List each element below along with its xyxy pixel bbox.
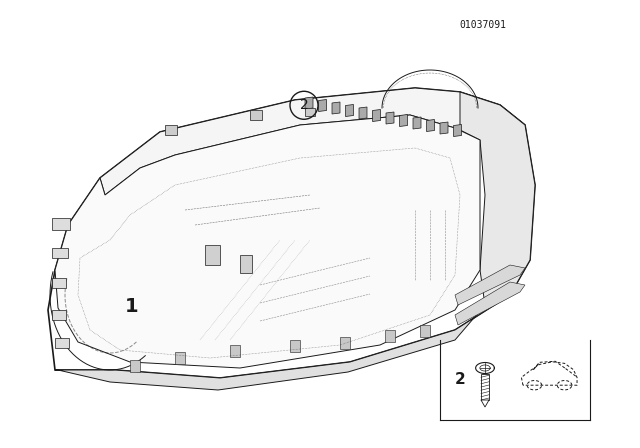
Polygon shape (454, 125, 461, 137)
Polygon shape (290, 340, 300, 352)
Text: 2: 2 (300, 98, 308, 112)
Polygon shape (481, 374, 489, 400)
Polygon shape (240, 255, 252, 273)
Text: 2: 2 (454, 372, 465, 388)
Polygon shape (52, 248, 68, 258)
Text: 1: 1 (124, 297, 138, 316)
Polygon shape (52, 218, 70, 230)
Polygon shape (346, 104, 353, 116)
Polygon shape (130, 360, 140, 372)
Polygon shape (52, 278, 66, 288)
Polygon shape (55, 338, 69, 348)
Polygon shape (55, 115, 480, 368)
Polygon shape (250, 110, 262, 120)
Polygon shape (399, 115, 408, 126)
Polygon shape (165, 125, 177, 135)
Polygon shape (413, 117, 421, 129)
Polygon shape (319, 99, 326, 112)
Polygon shape (305, 97, 313, 109)
Polygon shape (420, 325, 430, 337)
Polygon shape (481, 400, 489, 407)
Text: 01037091: 01037091 (460, 20, 507, 30)
Polygon shape (455, 265, 525, 305)
Polygon shape (385, 330, 395, 342)
Polygon shape (372, 109, 381, 121)
Polygon shape (175, 352, 185, 364)
Polygon shape (460, 92, 535, 305)
Polygon shape (386, 112, 394, 124)
Polygon shape (332, 102, 340, 114)
Polygon shape (426, 120, 435, 132)
Polygon shape (340, 337, 350, 349)
Polygon shape (100, 88, 525, 195)
Polygon shape (48, 88, 535, 378)
Polygon shape (455, 282, 525, 325)
Polygon shape (230, 345, 240, 357)
Polygon shape (55, 295, 510, 390)
Polygon shape (359, 107, 367, 119)
Polygon shape (305, 108, 315, 116)
Polygon shape (52, 310, 66, 320)
Polygon shape (440, 122, 448, 134)
Polygon shape (205, 245, 220, 265)
